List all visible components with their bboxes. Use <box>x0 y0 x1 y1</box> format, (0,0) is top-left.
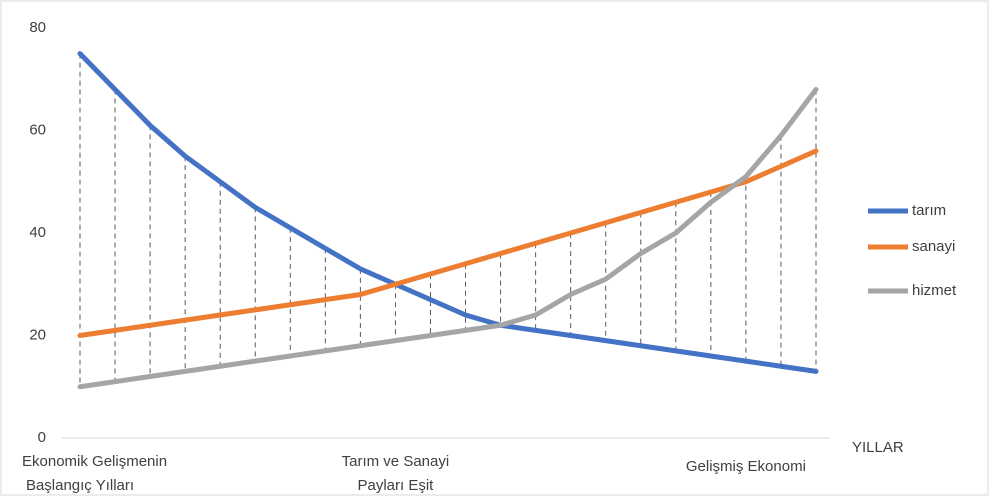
x-tick-label: Payları Eşit <box>357 477 434 494</box>
y-tick-label: 0 <box>38 429 46 446</box>
x-tick-label: Ekonomik Gelişmenin <box>22 453 167 470</box>
y-tick-label: 20 <box>29 326 46 343</box>
y-tick-label: 40 <box>29 224 46 241</box>
series-line <box>77 51 819 374</box>
y-tick-label: 80 <box>29 19 46 36</box>
x-tick-label: Gelişmiş Ekonomi <box>686 458 806 475</box>
x-tick-label: Başlangıç Yılları <box>26 477 134 494</box>
series-line <box>77 87 819 390</box>
legend-label: hizmet <box>912 282 957 299</box>
x-tick-label: Tarım ve Sanayi <box>342 453 450 470</box>
legend-label: tarım <box>912 202 946 219</box>
series-line <box>77 148 819 338</box>
legend-label: sanayi <box>912 238 955 255</box>
x-axis-label: YILLAR <box>852 439 904 456</box>
y-tick-label: 60 <box>29 121 46 138</box>
